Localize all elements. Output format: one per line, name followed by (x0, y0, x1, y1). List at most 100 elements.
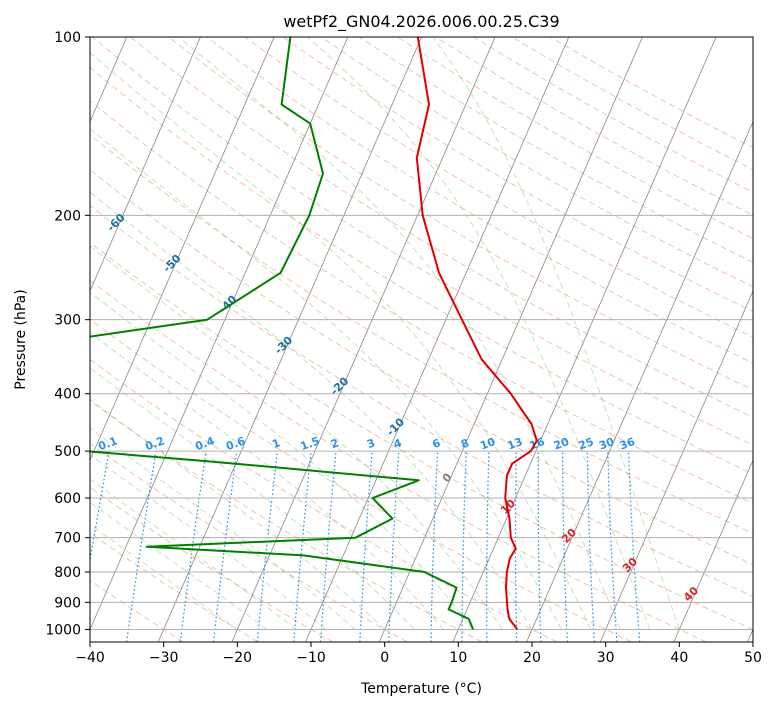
mixing-ratio-label: 10 (478, 435, 497, 453)
dry-adiabat-line (549, 37, 753, 149)
y-tick-label: 200 (54, 208, 81, 224)
x-tick-label: 10 (449, 650, 467, 666)
x-tick-label: 50 (744, 650, 762, 666)
mixing-ratio-line (627, 451, 641, 642)
y-axis: 100 200 300 400 500 600 700 800 900 1000 (45, 30, 90, 638)
dry-adiabat-line (397, 37, 753, 240)
dry-adiabat-line (473, 37, 753, 193)
isotherm-line (599, 289, 753, 642)
isotherm-line (452, 37, 717, 642)
dry-adiabats (90, 37, 753, 642)
x-axis-title: Temperature (°C) (360, 681, 482, 697)
mixing-ratio-lines (90, 450, 641, 642)
mixing-ratio-line (179, 451, 207, 642)
mixing-ratio-label: 36 (618, 435, 637, 453)
pressure-gridlines (90, 37, 753, 630)
mixing-ratio-line (485, 451, 490, 642)
mixing-ratio-line (90, 450, 110, 564)
mixing-ratio-line (562, 451, 568, 642)
x-tick-label: 20 (523, 650, 541, 666)
y-tick-label: 500 (54, 444, 81, 460)
moist-adiabat-line (432, 37, 680, 630)
mixing-ratio-line (293, 451, 312, 642)
dry-adiabat-line (90, 100, 753, 504)
mixing-ratio-line (430, 451, 439, 642)
plot-frame (89, 36, 754, 643)
y-tick-label: 100 (54, 30, 81, 46)
mixing-ratio-line (256, 451, 278, 642)
mixing-ratio-label: 1.5 (299, 434, 322, 453)
mixing-ratio-labels: 0.1 0.2 0.4 0.6 1 1.5 2 3 4 6 8 10 13 16 20 25 30 36 (97, 434, 638, 453)
isotherm-line (90, 37, 201, 292)
mixing-ratio-label: 2 (329, 436, 341, 451)
isotherm-label: -50 (160, 252, 183, 275)
dry-adiabat-line (282, 37, 753, 313)
x-tick-label: −10 (296, 650, 326, 666)
dry-adiabat-line (90, 279, 707, 642)
isotherm-line (90, 37, 349, 631)
moist-adiabat-line (90, 398, 386, 630)
moist-adiabat-line (90, 291, 474, 630)
y-tick-label: 600 (54, 491, 81, 507)
dry-adiabat-line (90, 442, 408, 642)
isotherm-line (378, 37, 643, 642)
y-tick-label: 300 (54, 313, 81, 329)
chart-title: wetPf2_GN04.2026.006.00.25.C39 (283, 12, 559, 32)
y-tick-label: 900 (54, 595, 81, 611)
mixing-ratio-line (126, 451, 157, 642)
y-tick-label: 700 (54, 531, 81, 547)
moist-adiabat-line (90, 52, 592, 630)
isotherm-label: 20 (559, 526, 579, 546)
moist-adiabat-line (90, 478, 297, 630)
mixing-ratio-label: 30 (597, 435, 616, 453)
isotherm-line (526, 120, 753, 642)
dry-adiabat-line (320, 37, 753, 288)
profile-lines (90, 37, 538, 631)
moist-adiabat-line (90, 501, 268, 630)
y-tick-label: 400 (54, 387, 81, 403)
x-tick-label: 40 (670, 650, 688, 666)
mixing-ratio-label: 0.1 (97, 434, 120, 453)
x-axis: −40 −30 −20 −10 0 10 20 30 40 50 (75, 642, 762, 666)
dry-adiabat-line (90, 134, 753, 535)
moist-adiabat-line (307, 37, 651, 630)
y-tick-label: 1000 (45, 622, 81, 638)
mixing-ratio-label: 1 (270, 436, 282, 451)
mixing-ratio-label: 6 (431, 436, 443, 451)
isotherm-label: -20 (328, 374, 351, 397)
dry-adiabat-line (90, 204, 753, 598)
isotherm-line (747, 628, 753, 642)
mixing-ratio-label: 4 (392, 436, 404, 451)
isotherm-label: -10 (384, 415, 407, 438)
dry-adiabat-line (168, 37, 753, 391)
moist-adiabat-line (90, 331, 444, 630)
dry-adiabat-line (90, 169, 753, 566)
isotherm-line (673, 459, 753, 642)
profile-line (415, 37, 538, 631)
y-tick-label: 800 (54, 565, 81, 581)
isotherm-line (157, 37, 422, 642)
mixing-ratio-label: 0.4 (193, 434, 216, 453)
isotherm-label: -70 (49, 170, 72, 193)
dry-adiabat-line (511, 37, 753, 171)
isotherm-label: 0 (440, 470, 455, 485)
dry-adiabat-line (90, 318, 632, 642)
x-tick-label: 30 (597, 650, 615, 666)
moist-adiabat-line (90, 427, 356, 630)
mixing-ratio-line (212, 451, 238, 642)
isotherm-label: 40 (681, 584, 701, 604)
mixing-ratio-label: 25 (577, 435, 596, 452)
dry-adiabat-line (90, 241, 753, 630)
dry-adiabat-line (130, 37, 753, 418)
moist-adiabat-line (90, 245, 503, 630)
isotherm-label: -80 (0, 129, 16, 152)
plot-area: -100-90-80-70-60-50-40-30-20-10010203040… (0, 37, 753, 642)
moist-adiabats (90, 37, 680, 630)
x-tick-label: −20 (223, 650, 253, 666)
y-axis-title: Pressure (hPa) (13, 289, 29, 389)
isotherm-line (305, 37, 570, 642)
isotherm-label: -60 (105, 211, 128, 234)
x-tick-label: 0 (380, 650, 389, 666)
dry-adiabat-line (244, 37, 753, 338)
